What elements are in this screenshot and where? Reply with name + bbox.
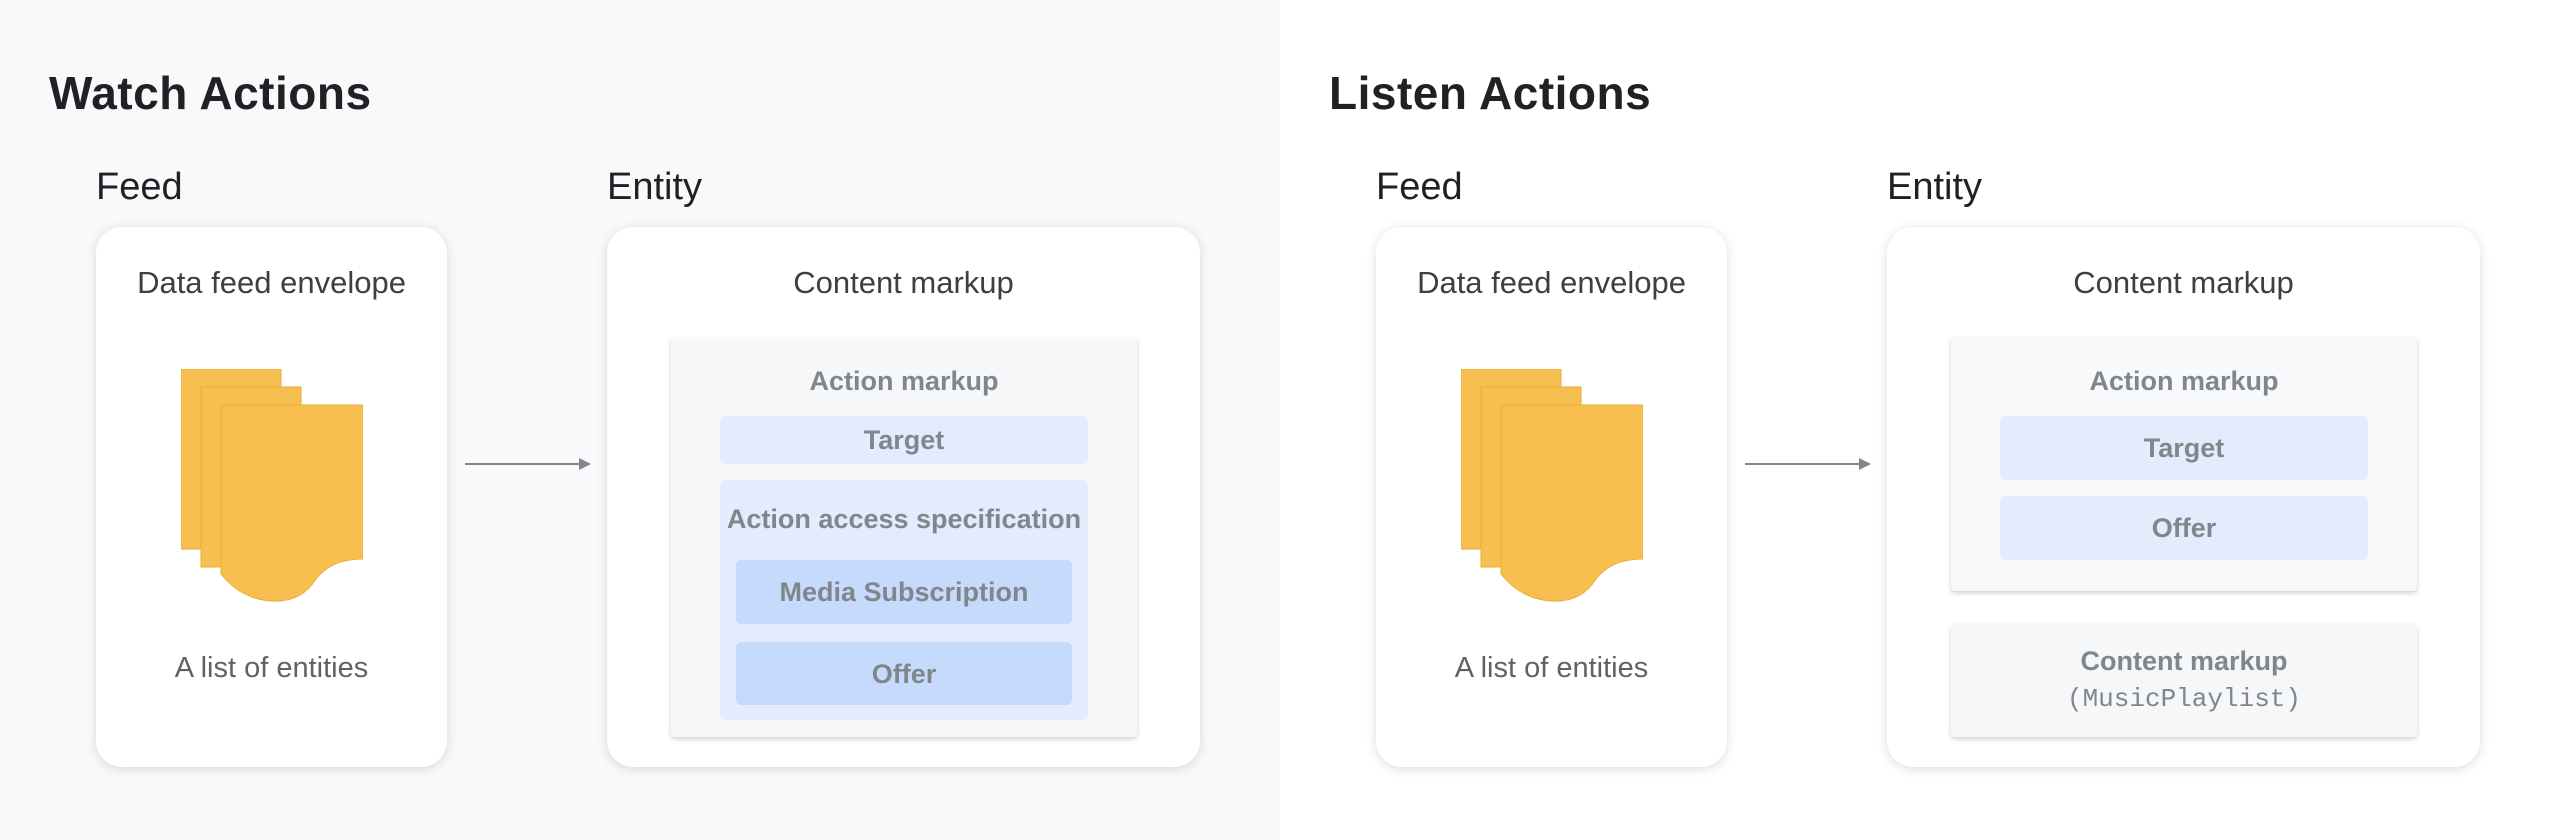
feed-card-title: Data feed envelope — [137, 265, 406, 300]
feed-card-caption: A list of entities — [174, 652, 369, 684]
listen-actions-panel: Listen Actions Feed Entity Data feed env… — [1280, 0, 2560, 840]
media-subscription-label: Media Subscription — [779, 577, 1029, 607]
entity-label: Entity — [607, 166, 703, 208]
documents-icon — [181, 369, 363, 602]
offer-box: Offer — [736, 642, 1072, 705]
target-label: Target — [2143, 433, 2225, 463]
entity-card-title: Content markup — [793, 265, 1014, 300]
feed-label: Feed — [1376, 166, 1463, 208]
arrow-icon — [1745, 458, 1871, 470]
feed-card: Data feed envelope A list of entities — [96, 227, 447, 767]
entity-label: Entity — [1887, 166, 1983, 208]
content-type-label: (MusicPlaylist) — [2066, 684, 2302, 714]
access-spec-label: Action access specification — [726, 504, 1082, 534]
offer-box: Offer — [2000, 496, 2368, 560]
documents-icon — [1461, 369, 1643, 602]
feed-card-caption: A list of entities — [1454, 652, 1649, 684]
content-markup-box: Content markup (MusicPlaylist) — [1951, 624, 2417, 737]
target-label: Target — [863, 425, 945, 455]
offer-label: Offer — [871, 659, 937, 689]
feed-card-title: Data feed envelope — [1417, 265, 1686, 300]
feed-label: Feed — [96, 166, 183, 208]
entity-card: Content markup Action markup Target Acti… — [607, 227, 1200, 767]
section-title: Watch Actions — [49, 67, 372, 119]
section-title: Listen Actions — [1329, 67, 1652, 119]
arrow-icon — [465, 458, 591, 470]
content-markup-label: Content markup — [2080, 646, 2288, 676]
target-box: Target — [2000, 416, 2368, 480]
action-markup-box: Action markup Target Offer — [1951, 338, 2417, 591]
offer-label: Offer — [2151, 513, 2217, 543]
access-spec-box: Action access specification Media Subscr… — [720, 480, 1088, 720]
action-markup-label: Action markup — [2089, 366, 2279, 396]
action-markup-box: Action markup Target Action access speci… — [671, 338, 1137, 737]
entity-card-title: Content markup — [2073, 265, 2294, 300]
action-markup-label: Action markup — [809, 366, 999, 396]
media-subscription-box: Media Subscription — [736, 560, 1072, 624]
entity-card: Content markup Action markup Target Offe… — [1887, 227, 2480, 767]
watch-actions-panel: Watch Actions Feed Entity Data feed enve… — [49, 67, 1200, 767]
target-box: Target — [720, 416, 1088, 464]
feed-card: Data feed envelope A list of entities — [1376, 227, 1727, 767]
